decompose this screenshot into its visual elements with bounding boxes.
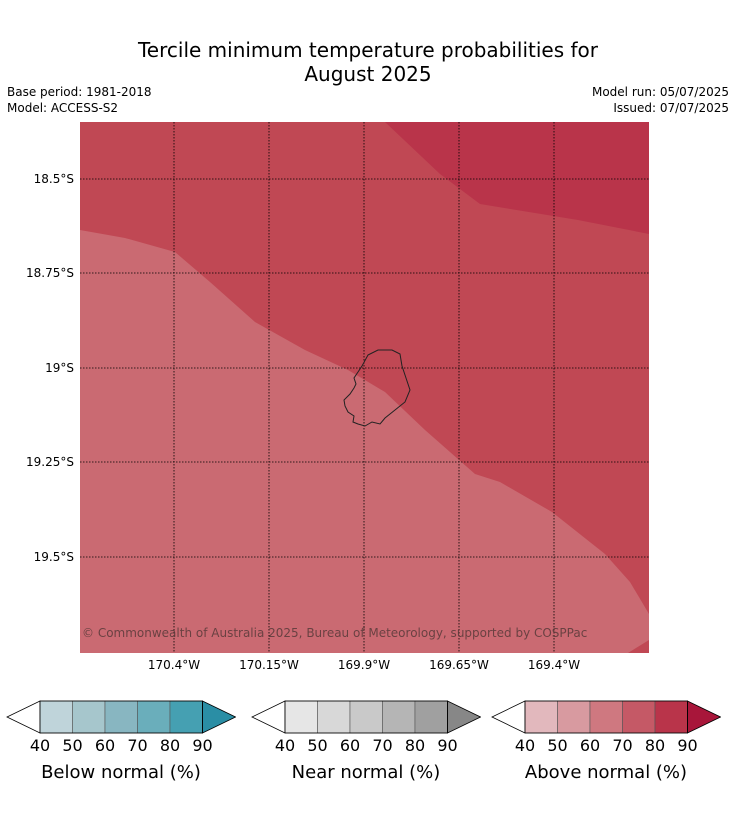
title-line-1: Tercile minimum temperature probabilitie… xyxy=(137,38,599,62)
lat-label-1: 18.5°S xyxy=(33,172,74,186)
colorbar-swatch xyxy=(72,700,106,734)
colorbar-swatch xyxy=(654,700,688,734)
colorbar-tick: 80 xyxy=(159,736,181,755)
colorbar-tick: 70 xyxy=(127,736,148,755)
lat-label-3: 19°S xyxy=(45,361,74,375)
colorbar-below-normal-label: Below normal (%) xyxy=(41,762,201,783)
lon-label-5: 169.4°W xyxy=(527,658,581,672)
colorbar-tick: 50 xyxy=(547,736,568,755)
colorbar-outline xyxy=(284,700,448,734)
colorbar-tick: 40 xyxy=(274,736,296,755)
colorbar-above-normal-label: Above normal (%) xyxy=(524,762,688,783)
meta-left: Base period: 1981-2018 Model: ACCESS-S2 xyxy=(7,84,152,116)
colorbar-above-normal: 40 50 60 70 80 90 Above normal (%) xyxy=(491,700,721,790)
copyright-notice: © Commonwealth of Australia 2025, Bureau… xyxy=(82,626,588,640)
colorbar-high-extension xyxy=(687,700,721,734)
colorbar-high-extension xyxy=(447,700,481,734)
colorbar-tick: 70 xyxy=(612,736,633,755)
lat-label-5: 19.5°S xyxy=(33,550,74,564)
colorbar-swatch xyxy=(622,700,656,734)
zone-60-70 xyxy=(80,230,649,653)
title-line-2: August 2025 xyxy=(304,62,432,86)
island-outline xyxy=(343,349,411,427)
meta-right: Model run: 05/07/2025 Issued: 07/07/2025 xyxy=(592,84,729,116)
colorbar-swatch xyxy=(414,700,448,734)
colorbar-outline xyxy=(39,700,203,734)
colorbar-near-normal: 40 50 60 70 80 90 Near normal (%) xyxy=(251,700,481,790)
lon-label-1: 170.4°W xyxy=(147,658,201,672)
graticule xyxy=(80,122,649,653)
colorbar-swatch xyxy=(169,700,203,734)
colorbar-high-extension xyxy=(202,700,236,734)
colorbar-tick: 90 xyxy=(677,736,698,755)
colorbar-swatch xyxy=(524,700,558,734)
chart-title: Tercile minimum temperature probabilitie… xyxy=(0,38,736,86)
colorbar-near-normal-label: Near normal (%) xyxy=(291,762,441,783)
colorbar-below-normal: 40 50 60 70 80 90 Below normal (%) xyxy=(6,700,236,790)
base-period: Base period: 1981-2018 xyxy=(7,85,152,99)
colorbar-tick: 60 xyxy=(339,736,361,755)
colorbar-swatch xyxy=(284,700,318,734)
colorbar-tick: 70 xyxy=(372,736,393,755)
colorbar-tick: 60 xyxy=(94,736,116,755)
colorbar-tick: 90 xyxy=(192,736,213,755)
colorbar-swatch xyxy=(382,700,416,734)
colorbar-swatch xyxy=(317,700,351,734)
lon-label-2: 170.15°W xyxy=(239,658,299,672)
colorbar-low-extension xyxy=(251,700,286,734)
colorbar-above-normal-scale xyxy=(491,700,721,734)
colorbar-swatch xyxy=(349,700,383,734)
colorbar-tick: 40 xyxy=(29,736,51,755)
lon-label-4: 169.65°W xyxy=(429,658,489,672)
colorbar-near-normal-scale xyxy=(251,700,481,734)
colorbar-swatch xyxy=(137,700,171,734)
map-panel xyxy=(80,122,649,653)
colorbar-tick: 50 xyxy=(62,736,83,755)
colorbar-low-extension xyxy=(6,700,41,734)
lon-label-3: 169.9°W xyxy=(337,658,391,672)
colorbar-swatch xyxy=(589,700,623,734)
model-run: Model run: 05/07/2025 xyxy=(591,85,729,99)
map-canvas xyxy=(80,122,649,653)
colorbar-tick: 80 xyxy=(644,736,666,755)
colorbar-low-extension xyxy=(491,700,526,734)
lat-label-2: 18.75°S xyxy=(26,266,74,280)
colorbar-below-normal-scale xyxy=(6,700,236,734)
colorbar-outline xyxy=(524,700,688,734)
colorbar-tick: 80 xyxy=(404,736,426,755)
colorbar-swatch xyxy=(557,700,591,734)
model-name: Model: ACCESS-S2 xyxy=(7,101,119,115)
zone-80-90 xyxy=(385,122,649,234)
colorbar-swatch xyxy=(39,700,73,734)
colorbar-tick: 60 xyxy=(579,736,601,755)
colorbar-tick: 40 xyxy=(514,736,536,755)
issued-date: Issued: 07/07/2025 xyxy=(613,101,729,115)
colorbar-tick: 90 xyxy=(437,736,458,755)
colorbar-tick: 50 xyxy=(307,736,328,755)
colorbar-swatch xyxy=(104,700,138,734)
lat-label-4: 19.25°S xyxy=(26,455,74,469)
